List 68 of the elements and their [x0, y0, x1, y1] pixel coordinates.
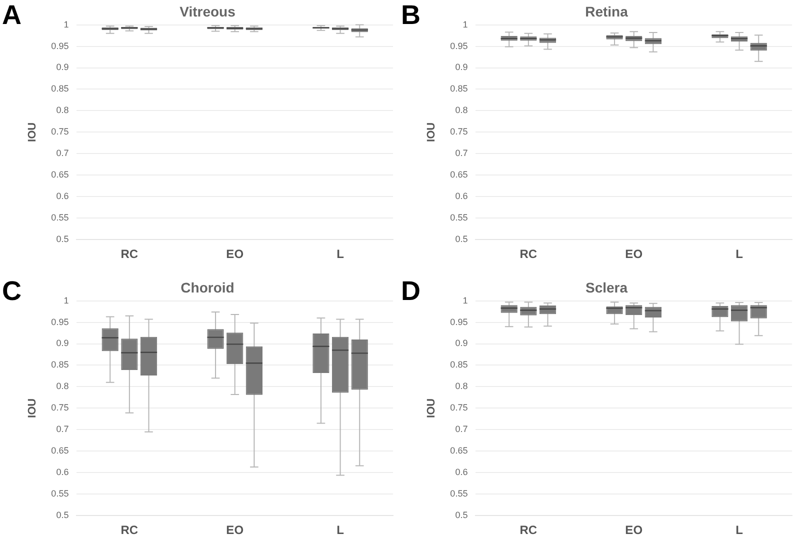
y-tick-label: 0.9 — [455, 338, 468, 348]
x-tick-label: L — [336, 522, 344, 537]
chart-title: Choroid — [180, 278, 234, 295]
y-tick-label: 0.8 — [455, 105, 468, 116]
y-tick-label: 0.9 — [56, 62, 69, 72]
y-tick-label: 1 — [462, 19, 468, 30]
chart-title: Sclera — [585, 278, 628, 295]
x-tick-label: L — [736, 522, 743, 537]
y-axis-title: IOU — [426, 398, 438, 418]
text: C — [2, 276, 22, 306]
y-tick-label: 0.55 — [51, 488, 69, 498]
y-tick-label: 0.7 — [455, 148, 468, 158]
y-tick-label: 0.8 — [455, 380, 468, 391]
y-tick-label: 0.95 — [450, 40, 468, 51]
y-tick-label: 0.55 — [450, 488, 468, 498]
text: B — [401, 0, 420, 30]
y-tick-label: 0.65 — [51, 445, 69, 456]
y-tick-label: 0.7 — [56, 424, 69, 434]
x-tick-label: RC — [120, 247, 138, 262]
x-tick-label: EO — [226, 522, 244, 537]
x-tick-label: EO — [625, 522, 643, 537]
x-tick-label: L — [336, 247, 344, 262]
y-tick-label: 0.5 — [455, 234, 468, 244]
y-tick-label: 0.6 — [56, 466, 69, 477]
y-tick-label: 0.75 — [450, 126, 468, 137]
y-tick-label: 0.95 — [51, 40, 69, 51]
text: A — [2, 0, 22, 30]
y-tick-label: 0.5 — [455, 510, 468, 520]
y-tick-label: 0.55 — [450, 212, 468, 223]
y-tick-label: 0.6 — [455, 466, 468, 477]
y-tick-label: 0.9 — [455, 62, 468, 72]
x-tick-label: RC — [520, 247, 538, 262]
y-tick-label: 0.65 — [51, 170, 69, 180]
y-tick-label: 0.95 — [450, 316, 468, 326]
x-tick-label: RC — [120, 522, 138, 537]
y-tick-label: 0.85 — [450, 84, 468, 94]
y-tick-label: 0.75 — [51, 126, 69, 137]
y-tick-label: 0.85 — [51, 359, 69, 370]
y-axis-title: IOU — [426, 122, 438, 142]
y-tick-label: 1 — [462, 294, 468, 305]
y-tick-label: 0.6 — [56, 191, 69, 202]
y-tick-label: 0.8 — [56, 105, 69, 116]
x-tick-label: RC — [520, 522, 538, 537]
y-axis-title: IOU — [26, 398, 39, 418]
y-tick-label: 0.65 — [450, 170, 468, 180]
text: D — [401, 276, 420, 306]
x-tick-label: EO — [625, 247, 643, 262]
y-axis-title: IOU — [26, 122, 39, 142]
y-tick-label: 0.9 — [56, 338, 69, 348]
y-tick-label: 0.5 — [56, 234, 69, 244]
y-tick-label: 0.95 — [51, 316, 69, 326]
y-tick-label: 0.75 — [450, 402, 468, 412]
x-tick-label: L — [736, 247, 743, 262]
y-tick-label: 0.85 — [51, 84, 69, 94]
y-tick-label: 0.65 — [450, 445, 468, 456]
y-tick-label: 0.6 — [455, 191, 468, 202]
y-tick-label: 0.85 — [450, 359, 468, 370]
y-tick-label: 0.7 — [56, 148, 69, 158]
y-tick-label: 0.8 — [56, 380, 69, 391]
y-tick-label: 0.7 — [455, 424, 468, 434]
y-tick-label: 0.55 — [51, 212, 69, 223]
chart-title: Vitreous — [180, 3, 236, 20]
y-tick-label: 1 — [64, 294, 69, 305]
y-tick-label: 1 — [64, 19, 69, 30]
chart-title: Retina — [585, 3, 628, 20]
y-tick-label: 0.75 — [51, 402, 69, 412]
x-tick-label: EO — [226, 247, 244, 262]
y-tick-label: 0.5 — [56, 510, 69, 520]
